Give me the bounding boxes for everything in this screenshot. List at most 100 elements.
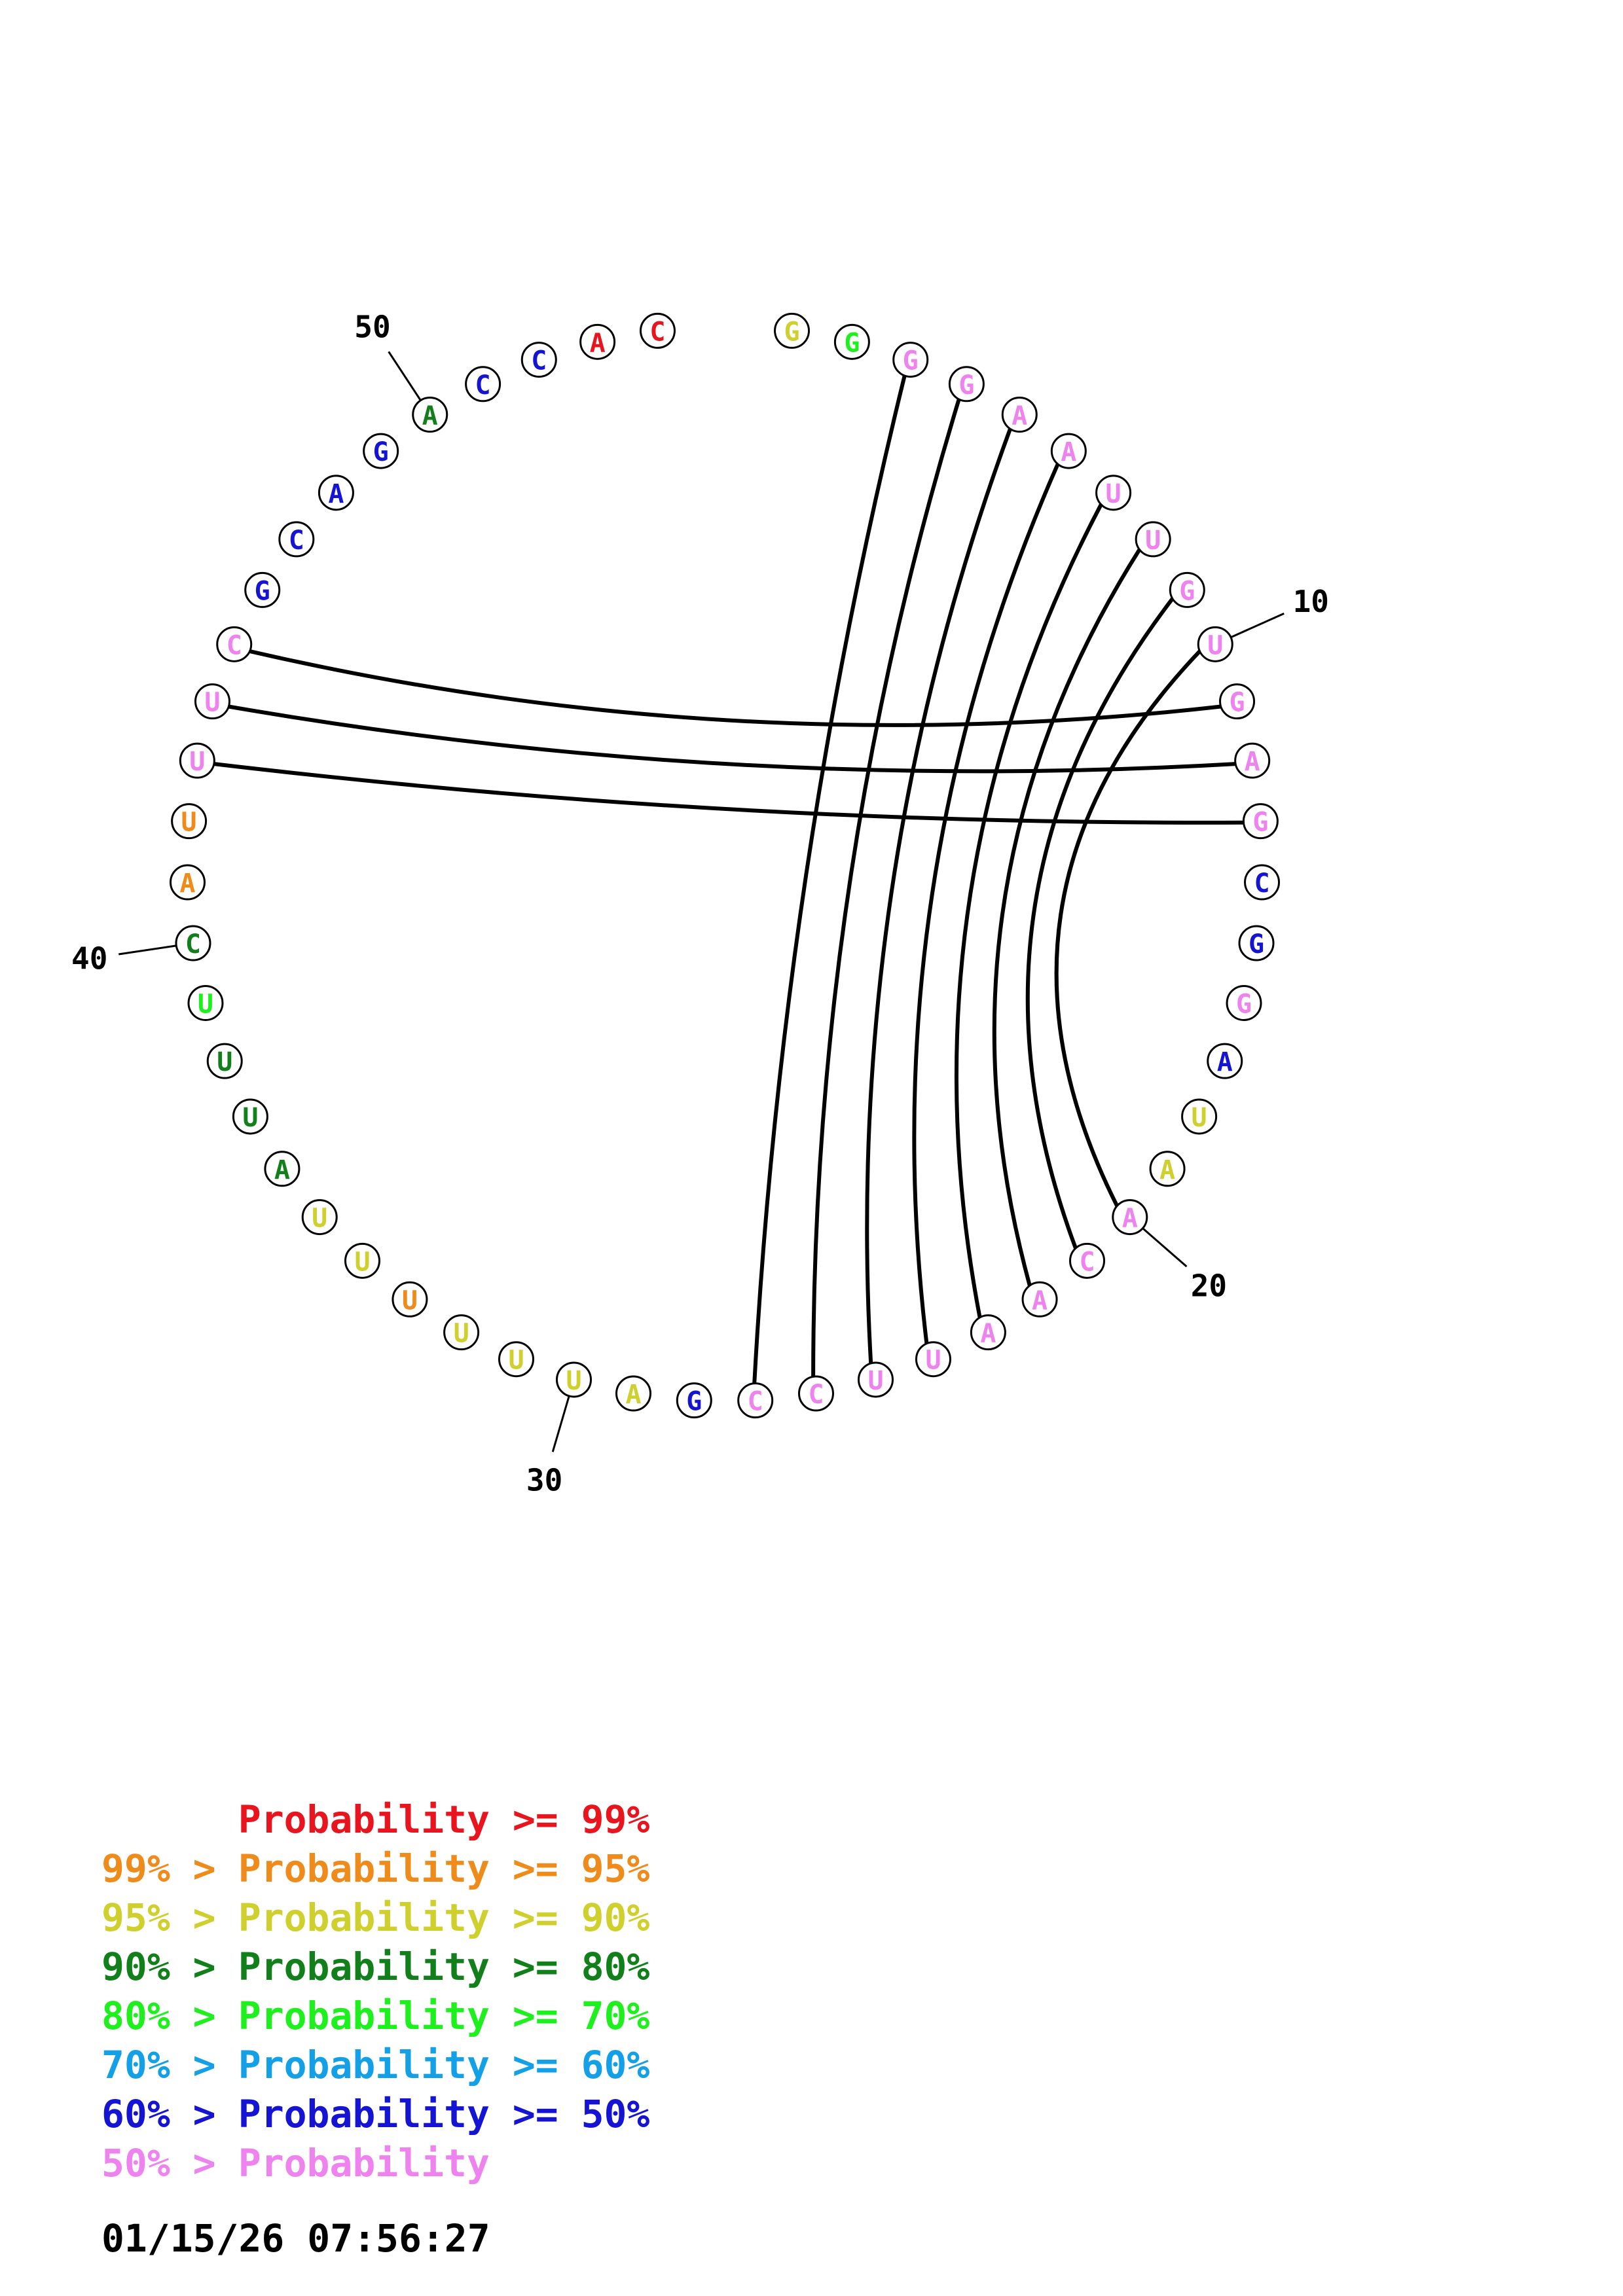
nucleotide-letter: U <box>402 1285 418 1316</box>
nucleotide-letter: A <box>422 401 438 431</box>
nucleotide: A <box>1112 1199 1148 1236</box>
nucleotide-circle <box>171 803 208 840</box>
tick-line <box>1230 612 1285 639</box>
nucleotide: G <box>892 342 929 378</box>
nucleotide-circle <box>774 312 811 349</box>
nucleotide: U <box>392 1281 428 1318</box>
nucleotide-circle <box>1001 396 1038 433</box>
nucleotide-circle <box>639 312 676 349</box>
nucleotide-circle <box>556 1361 593 1398</box>
nucleotide-circle <box>1181 1098 1218 1135</box>
nucleotide-letter: A <box>980 1319 996 1349</box>
nucleotide-circle <box>206 1043 243 1079</box>
legend-row: Probability >= 99% <box>238 1797 650 1842</box>
base-pair-arc <box>1025 597 1175 1249</box>
nucleotide-letter: C <box>475 370 491 401</box>
nucleotide-circle <box>443 1314 480 1351</box>
base-pair-arc <box>865 428 1012 1364</box>
base-pair-arc <box>811 399 961 1377</box>
nucleotide: U <box>194 683 230 720</box>
nucleotide-circle <box>737 1382 774 1419</box>
nucleotide: G <box>1169 571 1205 608</box>
nucleotide-circle <box>1238 925 1275 961</box>
nucleotide-letter: U <box>181 808 197 838</box>
nucleotide-circle <box>244 571 281 608</box>
nucleotide-letter: G <box>844 328 860 358</box>
nucleotide-circle <box>1234 742 1271 779</box>
nucleotide: C <box>737 1382 774 1419</box>
nucleotide-circle <box>344 1242 380 1279</box>
nucleotide-letter: G <box>1249 929 1264 960</box>
nucleotide-letter: C <box>649 317 665 347</box>
position-ticks: 10 20 30 40 50 <box>71 310 1329 1498</box>
nucleotide-circle <box>833 323 870 360</box>
nucleotide-circle <box>412 396 448 433</box>
tick-label: 40 <box>71 941 107 977</box>
nucleotide: U <box>206 1043 243 1079</box>
nucleotide-letter: A <box>1012 401 1027 431</box>
nucleotide-letter: U <box>312 1204 327 1234</box>
nucleotide: G <box>363 433 399 469</box>
tick-label: 20 <box>1191 1268 1227 1304</box>
nucleotide: C <box>639 312 676 349</box>
probability-legend: Probability >= 99%99% > Probability >= 9… <box>101 1797 649 2185</box>
nucleotide: C <box>175 925 211 961</box>
nucleotide-letter: U <box>1145 526 1161 556</box>
nucleotide-letter: G <box>958 370 974 401</box>
nucleotide-letter: C <box>808 1380 824 1410</box>
base-pair-arc <box>992 548 1142 1286</box>
base-pair-arc <box>752 375 907 1384</box>
nucleotide-letter: C <box>1254 869 1269 899</box>
nucleotide-letter: G <box>1252 808 1268 838</box>
tick-label: 10 <box>1293 584 1329 619</box>
nucleotide-letter: G <box>255 576 270 606</box>
nucleotide-circle <box>1112 1199 1148 1236</box>
nucleotide-circle <box>857 1361 894 1398</box>
nucleotide-letter: A <box>274 1155 290 1185</box>
nucleotide-circle <box>1095 475 1132 511</box>
nucleotide: C <box>278 521 315 558</box>
nucleotide: U <box>1095 475 1132 511</box>
legend-row: 99% > Probability >= 95% <box>101 1846 649 1891</box>
nucleotide: U <box>1181 1098 1218 1135</box>
nucleotide-circle <box>520 342 557 378</box>
nucleotide-letter: A <box>1032 1285 1048 1316</box>
nucleotide-letter: U <box>1106 479 1122 509</box>
base-pair-arc <box>1054 649 1201 1207</box>
nucleotide: G <box>1242 803 1279 840</box>
nucleotide: G <box>1219 683 1256 720</box>
nucleotide-letter: U <box>198 989 213 1019</box>
nucleotide-letter: A <box>1159 1155 1175 1185</box>
nucleotide: C <box>520 342 557 378</box>
nucleotide-ring: G GGGAAUUGUGAGCGGAUAACAAUUCCGAUUUUUUAUUUC… <box>169 312 1281 1419</box>
nucleotide: G <box>833 323 870 360</box>
nucleotide-letter: A <box>179 869 195 899</box>
nucleotide-letter: U <box>566 1366 581 1396</box>
nucleotide: U <box>498 1341 535 1378</box>
nucleotide: C <box>797 1375 834 1412</box>
nucleotide: G <box>1226 984 1262 1021</box>
nucleotide-circle <box>179 742 215 779</box>
nucleotide: A <box>318 475 354 511</box>
nucleotide-letter: A <box>1122 1204 1138 1234</box>
nucleotide: A <box>579 323 616 360</box>
tick-label: 30 <box>526 1463 562 1498</box>
nucleotide-letter: U <box>204 688 220 718</box>
nucleotide-letter: G <box>686 1387 702 1417</box>
base-pair-arc <box>228 704 1236 774</box>
nucleotide-letter: G <box>373 437 389 467</box>
nucleotide-circle <box>498 1341 535 1378</box>
nucleotide: U <box>443 1314 480 1351</box>
legend-row: 50% > Probability <box>101 2141 490 2185</box>
nucleotide: U <box>344 1242 380 1279</box>
nucleotide: U <box>232 1098 268 1135</box>
nucleotide-circle <box>232 1098 268 1135</box>
nucleotide-circle <box>1069 1242 1106 1279</box>
nucleotide-letter: A <box>1061 437 1076 467</box>
nucleotide-letter: U <box>1207 630 1223 660</box>
nucleotide: G <box>774 312 811 349</box>
nucleotide-circle <box>264 1151 301 1187</box>
base-pair-arc <box>249 649 1222 727</box>
timestamp: 01/15/26 07:56:27 <box>101 2216 490 2261</box>
nucleotide-circle <box>676 1382 712 1419</box>
